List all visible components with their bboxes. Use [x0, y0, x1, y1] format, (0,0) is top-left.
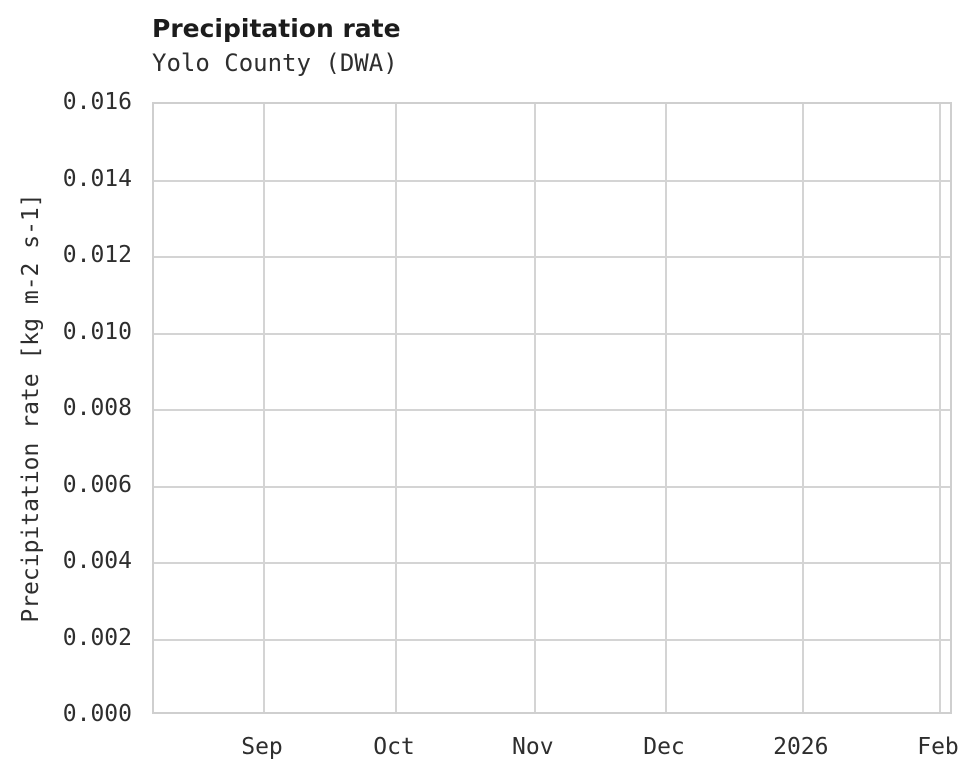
y-tick-label: 0.010 [62, 318, 132, 345]
gridline-horizontal [154, 179, 950, 182]
gridline-horizontal [154, 409, 950, 411]
y-tick-label: 0.016 [62, 89, 132, 115]
x-tick-label: Dec [643, 734, 685, 760]
y-tick-label: 0.008 [62, 395, 132, 421]
x-tick-label: Nov [512, 734, 554, 760]
gridline-vertical [665, 104, 667, 712]
gridline-vertical [939, 104, 941, 712]
x-tick-label: Sep [241, 734, 283, 760]
x-tick-label: Oct [373, 734, 415, 760]
x-tick-label: Feb [917, 734, 959, 760]
chart-title: Precipitation rate [152, 14, 401, 43]
gridline-horizontal [154, 638, 950, 641]
gridline-vertical [533, 104, 536, 712]
gridline-horizontal [154, 256, 950, 258]
y-tick-label: 0.012 [62, 242, 132, 268]
gridline-horizontal [154, 332, 950, 335]
chart-subtitle: Yolo County (DWA) [152, 49, 398, 77]
gridline-horizontal [154, 562, 950, 564]
plot-area [152, 102, 952, 714]
gridline-vertical [395, 104, 397, 712]
y-tick-label: 0.006 [62, 471, 132, 498]
y-tick-label: 0.004 [62, 548, 132, 574]
gridline-vertical [263, 104, 265, 712]
y-tick-label: 0.002 [62, 624, 132, 651]
gridline-horizontal [154, 485, 950, 488]
gridline-vertical [801, 104, 804, 712]
y-tick-label: 0.014 [62, 165, 132, 192]
y-tick-label: 0.000 [62, 701, 132, 727]
x-tick-label: 2026 [773, 734, 829, 760]
